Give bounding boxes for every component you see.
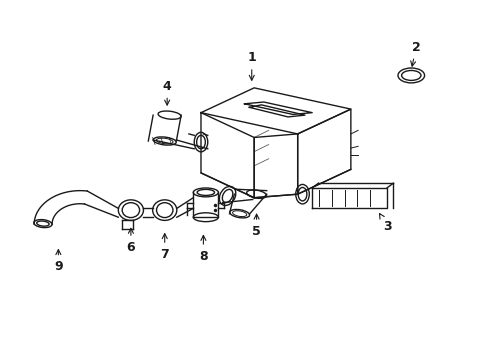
Text: 6: 6 — [126, 228, 135, 254]
Text: 1: 1 — [247, 51, 256, 80]
Text: 7: 7 — [160, 234, 169, 261]
Text: 8: 8 — [199, 235, 207, 263]
Text: 4: 4 — [163, 80, 171, 105]
Text: 5: 5 — [252, 214, 261, 238]
Text: 9: 9 — [54, 249, 62, 273]
Text: 3: 3 — [379, 213, 390, 233]
Text: 2: 2 — [410, 41, 420, 66]
